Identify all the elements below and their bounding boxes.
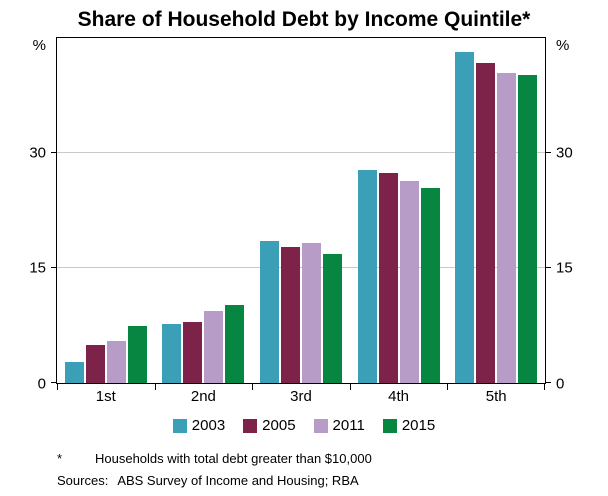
x-axis-labels: 1st 2nd 3rd 4th 5th: [57, 388, 545, 405]
sources-line: Sources: ABS Survey of Income and Housin…: [57, 473, 588, 488]
bar-2011-5th: [497, 72, 517, 383]
bar-2003-2nd: [162, 323, 182, 383]
bars: [57, 38, 545, 383]
legend-label-2003: 2003: [191, 417, 226, 434]
y-tick-label-left-30: 30: [29, 144, 46, 162]
legend-swatch-2003: [172, 418, 187, 433]
y-tick-mark-right-15: [546, 267, 551, 268]
legend-swatch-2011: [313, 418, 328, 433]
bar-2011-4th: [399, 180, 419, 383]
x-label-1st: 1st: [95, 388, 116, 405]
bar-group-1st: [57, 38, 155, 383]
x-tick-3: [349, 383, 351, 390]
y-tick-mark-right-30: [546, 152, 551, 153]
y-tick-mark-left-15: [51, 267, 56, 268]
bar-2003-3rd: [259, 241, 279, 383]
y-tick-mark-left-0: [51, 382, 56, 383]
bar-group-4th: [350, 38, 448, 383]
bar-2003-1st: [64, 361, 84, 383]
x-label-2nd: 2nd: [190, 388, 216, 405]
x-tick-1: [154, 383, 156, 390]
bar-2005-2nd: [183, 321, 203, 383]
x-tick-2: [252, 383, 254, 390]
bar-2015-5th: [518, 74, 538, 383]
legend-item-2015: 2015: [382, 417, 436, 434]
legend-swatch-2015: [382, 418, 397, 433]
x-tick-4: [447, 383, 449, 390]
y-tick-label-right-15: 15: [556, 259, 573, 277]
legend-label-2015: 2015: [401, 417, 436, 434]
x-label-4th: 4th: [388, 388, 409, 405]
gridline-15: [57, 267, 545, 268]
legend-swatch-2005: [243, 418, 258, 433]
bar-2015-4th: [420, 188, 440, 383]
bar-2011-2nd: [204, 310, 224, 383]
x-tick-0: [57, 383, 58, 390]
footnotes: * Households with total debt greater tha…: [57, 451, 588, 488]
y-axis-right-labels: % 0 15 30: [546, 37, 608, 392]
legend-item-2011: 2011: [313, 417, 365, 434]
bar-2005-1st: [85, 344, 105, 383]
chart-title: Share of Household Debt by Income Quinti…: [77, 8, 531, 31]
bar-2015-2nd: [225, 304, 245, 383]
bar-2003-4th: [357, 169, 377, 383]
bar-2005-3rd: [280, 246, 300, 383]
y-axis-unit-right: %: [556, 37, 570, 54]
bar-group-5th: [447, 38, 545, 383]
gridline-30: [57, 152, 545, 153]
footnote-marker: *: [57, 451, 63, 466]
legend-label-2011: 2011: [332, 417, 365, 434]
y-tick-label-right-0: 0: [556, 375, 565, 393]
bar-2011-1st: [106, 340, 126, 383]
y-tick-mark-right-0: [546, 382, 551, 383]
y-axis-left-labels: % 0 15 30: [0, 37, 56, 392]
x-tick-5: [544, 383, 545, 390]
legend: 2003 2005 2011 2015: [0, 417, 608, 434]
bar-2015-3rd: [322, 254, 342, 383]
chart-area: % 0 15 30 % 0 15 30: [0, 37, 608, 392]
y-tick-label-left-15: 15: [29, 259, 46, 277]
legend-item-2003: 2003: [172, 417, 226, 434]
plot-area: [51, 37, 551, 390]
bar-group-2nd: [155, 38, 253, 383]
footnote-line: * Households with total debt greater tha…: [57, 451, 588, 466]
y-tick-label-left-0: 0: [37, 375, 46, 393]
bar-2005-5th: [476, 62, 496, 383]
bar-2015-1st: [127, 326, 147, 383]
bar-group-3rd: [252, 38, 350, 383]
legend-label-2005: 2005: [262, 417, 296, 434]
sources-label: Sources:: [57, 473, 109, 488]
bar-2011-3rd: [301, 243, 321, 383]
x-label-3rd: 3rd: [290, 388, 312, 405]
y-axis-unit-left: %: [32, 37, 46, 54]
legend-item-2005: 2005: [243, 417, 296, 434]
bar-2003-5th: [455, 51, 475, 383]
y-tick-label-right-30: 30: [556, 144, 573, 162]
y-tick-mark-left-30: [51, 152, 56, 153]
bar-2005-4th: [378, 172, 398, 383]
sources-text: ABS Survey of Income and Housing; RBA: [117, 473, 359, 488]
footnote-text: Households with total debt greater than …: [95, 451, 372, 466]
x-label-5th: 5th: [485, 388, 507, 405]
